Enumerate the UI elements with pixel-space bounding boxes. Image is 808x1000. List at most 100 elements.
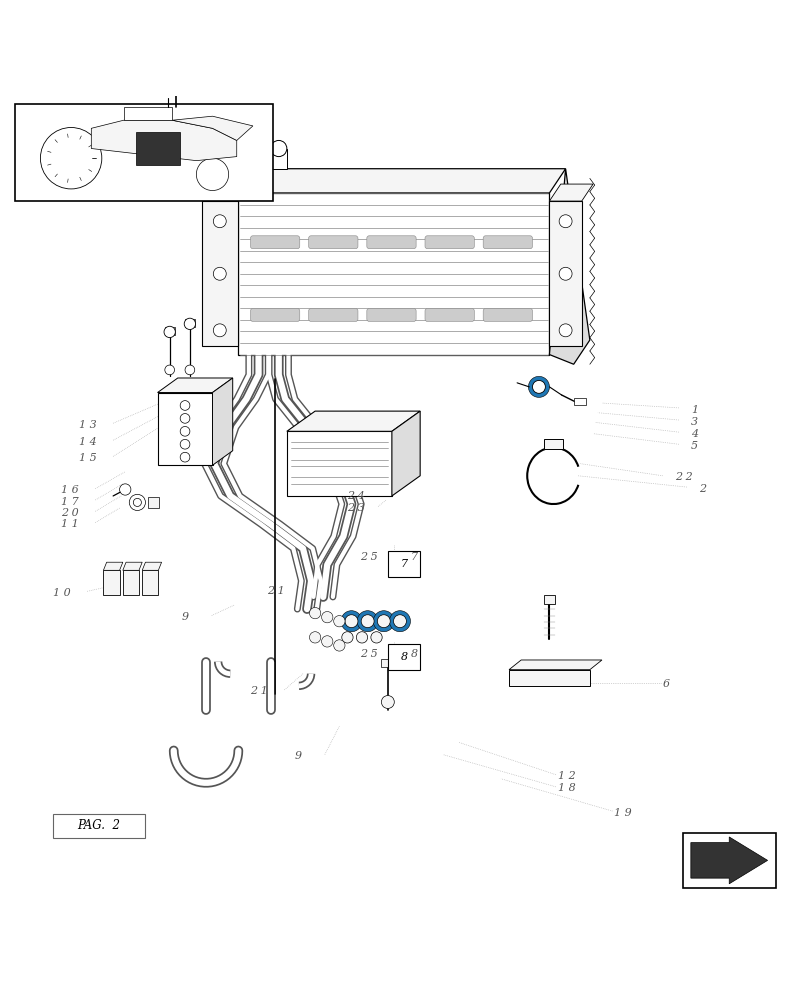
Circle shape [213,267,226,280]
Text: 7: 7 [410,552,418,562]
Text: 2 1: 2 1 [267,586,284,596]
Bar [574,398,586,405]
Polygon shape [172,116,253,140]
Circle shape [389,611,410,632]
Circle shape [180,452,190,462]
Text: 1 7: 1 7 [61,497,78,507]
Circle shape [334,640,345,651]
Circle shape [250,140,267,157]
Text: 1 8: 1 8 [558,783,575,793]
Text: 2 5: 2 5 [360,649,377,659]
Circle shape [309,607,321,619]
Polygon shape [123,570,139,595]
Circle shape [356,632,368,643]
Polygon shape [91,120,237,161]
Polygon shape [158,393,213,465]
Polygon shape [123,562,142,570]
Text: 6: 6 [663,679,670,689]
Circle shape [204,165,221,183]
Text: 5: 5 [691,441,698,451]
Circle shape [373,611,394,632]
Circle shape [528,376,549,397]
Polygon shape [509,660,602,670]
FancyBboxPatch shape [309,309,358,321]
Circle shape [309,632,321,643]
FancyBboxPatch shape [250,236,300,249]
Text: 2 0: 2 0 [61,508,78,518]
Circle shape [361,615,374,628]
Text: 1 9: 1 9 [614,808,632,818]
Text: 4: 4 [691,429,698,439]
Circle shape [40,128,102,189]
Bar [136,132,180,165]
Polygon shape [202,189,246,201]
Bar [53,814,145,838]
Polygon shape [142,562,162,570]
Polygon shape [202,201,238,346]
FancyBboxPatch shape [425,236,474,249]
Text: 7: 7 [401,559,407,569]
Polygon shape [549,201,582,346]
Circle shape [271,140,287,157]
Circle shape [345,615,358,628]
Text: 1 2: 1 2 [558,771,575,781]
Text: 9: 9 [295,751,302,761]
Bar [165,327,175,335]
Circle shape [180,439,190,449]
Circle shape [180,414,190,423]
Circle shape [196,158,229,191]
Circle shape [185,365,195,375]
Circle shape [133,498,141,506]
Text: 1 5: 1 5 [79,453,97,463]
Circle shape [341,611,362,632]
FancyBboxPatch shape [483,236,532,249]
Circle shape [393,615,406,628]
Text: 2 1: 2 1 [250,686,268,696]
Circle shape [165,365,175,375]
Text: 2 4: 2 4 [347,491,365,501]
Text: 2 2: 2 2 [675,472,692,482]
Circle shape [377,615,390,628]
Polygon shape [271,149,287,169]
Text: 2 3: 2 3 [347,503,365,513]
Polygon shape [250,149,267,169]
Bar [381,659,394,667]
Circle shape [322,612,333,623]
Polygon shape [213,378,233,465]
Polygon shape [287,431,392,496]
Circle shape [381,696,394,708]
Text: 8: 8 [401,652,407,662]
FancyBboxPatch shape [388,551,420,577]
Polygon shape [549,169,590,364]
Circle shape [559,267,572,280]
FancyBboxPatch shape [367,309,416,321]
Polygon shape [549,184,593,201]
Circle shape [357,611,378,632]
Text: 9: 9 [182,612,189,622]
FancyBboxPatch shape [388,644,420,670]
Text: 8: 8 [410,649,418,659]
Text: 1 1: 1 1 [61,519,78,529]
Bar [683,833,776,888]
FancyBboxPatch shape [367,236,416,249]
Circle shape [342,632,353,643]
Polygon shape [392,411,420,496]
Circle shape [371,632,382,643]
FancyBboxPatch shape [250,309,300,321]
Circle shape [532,380,545,393]
Polygon shape [691,837,768,884]
Circle shape [322,636,333,647]
Circle shape [129,494,145,511]
Polygon shape [103,570,120,595]
Text: 1 4: 1 4 [79,437,97,447]
Text: 1: 1 [691,405,698,415]
Circle shape [180,401,190,410]
Circle shape [213,215,226,228]
Bar [15,104,273,201]
Polygon shape [287,411,420,431]
Bar [148,497,159,508]
Polygon shape [103,562,123,570]
Bar [544,595,555,604]
FancyBboxPatch shape [309,236,358,249]
Text: 3: 3 [691,417,698,427]
